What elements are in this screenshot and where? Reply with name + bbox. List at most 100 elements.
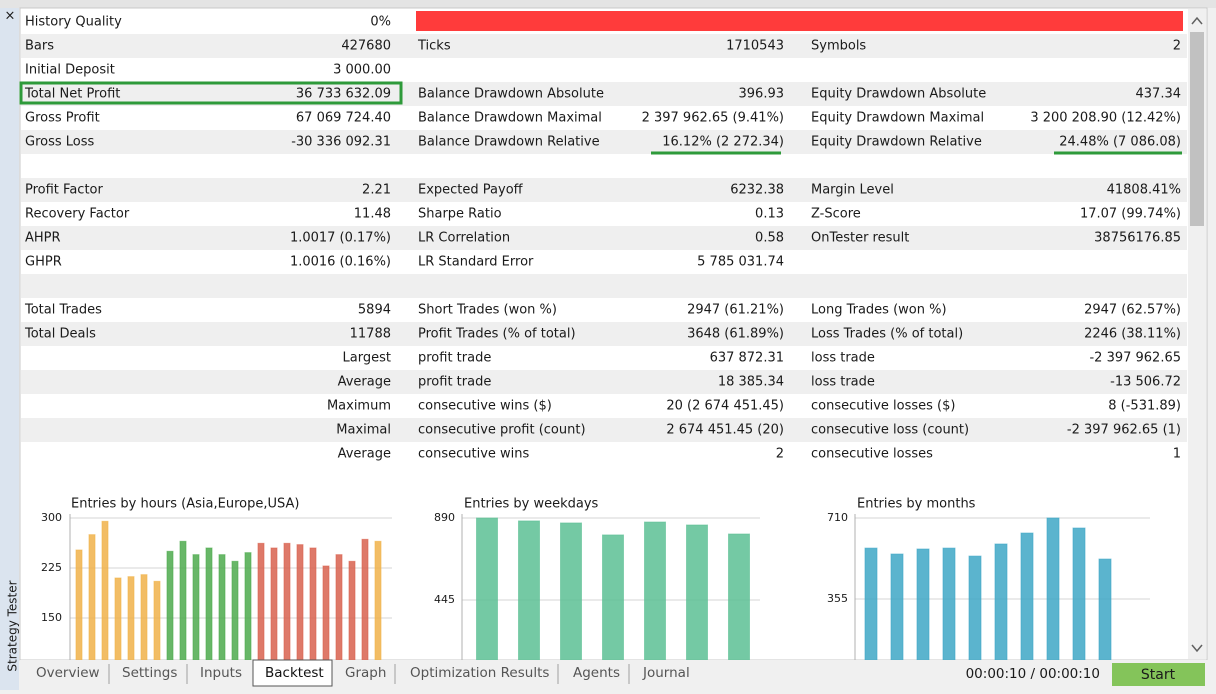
stat-value: 1710543: [726, 39, 784, 54]
stat-label: Equity Drawdown Absolute: [811, 87, 986, 102]
y-tick-label: 890: [434, 511, 455, 524]
row-band: [21, 418, 1187, 442]
bar: [114, 577, 122, 660]
tab[interactable]: Inputs: [200, 665, 242, 681]
bar: [1020, 532, 1034, 660]
stat-value: 18 385.34: [718, 375, 784, 390]
stat-label: History Quality: [25, 15, 122, 30]
stat-label: loss trade: [811, 375, 875, 390]
stat-value: 1.0017 (0.17%): [290, 231, 391, 246]
stat-label: GHPR: [25, 255, 62, 270]
close-button[interactable]: ×: [5, 9, 16, 24]
row-band: [21, 178, 1187, 202]
y-tick-label: 225: [41, 561, 62, 574]
stat-value: 5 785 031.74: [697, 255, 784, 270]
bar: [75, 549, 83, 660]
stat-label: AHPR: [25, 231, 61, 246]
stat-label: Loss Trades (% of total): [811, 327, 963, 342]
bar: [270, 547, 278, 660]
tab[interactable]: Journal: [642, 665, 690, 681]
stat-value: 1.0016 (0.16%): [290, 255, 391, 270]
stat-value: Average: [338, 375, 391, 390]
stat-value: -30 336 092.31: [291, 135, 391, 150]
stat-label: Total Deals: [24, 327, 96, 342]
tab[interactable]: Optimization Results: [410, 665, 549, 681]
bar: [179, 540, 187, 660]
stat-value: 20 (2 674 451.45): [666, 399, 784, 414]
scroll-up[interactable]: [1191, 16, 1203, 25]
stat-label: Profit Trades (% of total): [418, 327, 576, 342]
bar: [283, 542, 291, 660]
stat-value: 2 674 451.45 (20): [666, 423, 784, 438]
scroll-thumb[interactable]: [1190, 32, 1204, 226]
stat-label: Initial Deposit: [25, 63, 115, 78]
bar: [1098, 558, 1112, 660]
stat-value: 2: [1173, 39, 1181, 54]
stat-label: profit trade: [418, 351, 491, 366]
stat-value: 2246 (38.11%): [1084, 327, 1181, 342]
stat-label: Equity Drawdown Relative: [811, 135, 982, 150]
stat-label: Total Trades: [24, 303, 102, 318]
row-band: [21, 322, 1187, 346]
stat-value: 67 069 724.40: [296, 111, 391, 126]
bar: [890, 553, 904, 660]
bar: [192, 554, 200, 660]
tab[interactable]: Graph: [345, 665, 386, 681]
bar: [644, 521, 666, 660]
chart-title: Entries by months: [857, 497, 976, 512]
top-strip: [0, 0, 1216, 8]
bar: [476, 517, 498, 660]
stat-value: -13 506.72: [1110, 375, 1181, 390]
tab[interactable]: Backtest: [265, 665, 324, 681]
side-bar: [0, 8, 19, 690]
tab[interactable]: Settings: [122, 665, 177, 681]
bar: [127, 576, 135, 660]
stat-value: 3 200 208.90 (12.42%): [1030, 111, 1181, 126]
charts: Entries by hours (Asia,Europe,USA)751502…: [41, 497, 1150, 660]
stat-value: 0%: [370, 15, 391, 30]
stat-value: 2947 (61.21%): [687, 303, 784, 318]
bar: [101, 520, 109, 660]
stat-label: LR Standard Error: [418, 255, 534, 270]
stat-value: 427680: [341, 39, 391, 54]
stat-label: Margin Level: [811, 183, 894, 198]
bar: [309, 547, 317, 660]
bar: [257, 542, 265, 660]
stat-value: 24.48% (7 086.08): [1059, 135, 1181, 150]
y-tick-label: 710: [827, 511, 848, 524]
quality-bar: [416, 11, 1183, 31]
stat-value: 2947 (62.57%): [1084, 303, 1181, 318]
stat-value: 11788: [350, 327, 391, 342]
stat-label: consecutive loss (count): [811, 423, 969, 438]
scroll-down[interactable]: [1191, 644, 1203, 653]
bar: [686, 524, 708, 660]
bar: [218, 554, 226, 660]
y-tick-label: 445: [434, 593, 455, 606]
stat-label: OnTester result: [811, 231, 909, 246]
stat-label: Equity Drawdown Maximal: [811, 111, 984, 126]
stat-value: 3648 (61.89%): [687, 327, 784, 342]
stat-label: Gross Profit: [25, 111, 100, 126]
stat-value: 16.12% (2 272.34): [662, 135, 784, 150]
bar: [518, 520, 540, 660]
stat-value: 38756176.85: [1094, 231, 1181, 246]
stat-value: 2 397 962.65 (9.41%): [642, 111, 784, 126]
stat-label: Gross Loss: [25, 135, 95, 150]
bar: [994, 543, 1008, 660]
bar: [374, 540, 382, 660]
stat-label: Long Trades (won %): [811, 303, 947, 318]
tab[interactable]: Agents: [573, 665, 620, 681]
stat-label: Profit Factor: [25, 183, 103, 198]
stat-value: 17.07 (99.74%): [1080, 207, 1181, 222]
row-band: [21, 274, 1187, 298]
tab[interactable]: Overview: [36, 665, 100, 681]
bar: [88, 534, 96, 660]
chart-title: Entries by weekdays: [464, 497, 599, 512]
stat-value: 11.48: [354, 207, 391, 222]
stat-value: -2 397 962.65 (1): [1067, 423, 1181, 438]
start-button[interactable]: [1112, 663, 1205, 686]
tab-bar: [20, 660, 1216, 690]
bar: [296, 544, 304, 660]
start-label[interactable]: Start: [1141, 667, 1176, 683]
bar: [1046, 517, 1060, 660]
